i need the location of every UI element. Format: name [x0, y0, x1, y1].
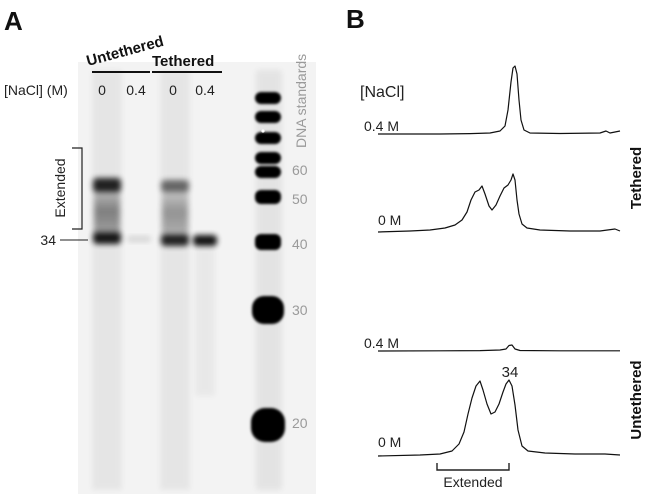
standard-30: 30: [292, 302, 308, 318]
trace-tethered-0.4M: [378, 65, 621, 135]
gel-image: [78, 62, 316, 494]
trace-untethered-0.4M: [377, 344, 620, 352]
trace-2-conc: 0 M: [378, 212, 401, 228]
gel-lane-2-faint-band: [127, 236, 151, 242]
gel-lane-4-34-band: [193, 235, 217, 246]
panel-b-extended-label: Extended: [443, 474, 502, 490]
extended-range-bracket: [436, 463, 510, 471]
gel-lane-1-34-band: [93, 232, 121, 244]
untethered-side-label: Untethered: [628, 360, 645, 439]
panel-b-nacl-label: [NaCl]: [360, 84, 404, 101]
standard-60: 60: [292, 162, 308, 178]
lane-4-conc: 0.4: [195, 82, 215, 98]
trace-untethered-0M: [377, 379, 621, 457]
peak-34-label: 34: [502, 364, 519, 381]
nacl-label: [NaCl] (M): [4, 82, 68, 98]
trace-1-conc: 0.4 M: [364, 118, 399, 134]
tethered-header: Tethered: [152, 53, 214, 70]
standard-20: 20: [292, 415, 308, 431]
gel-lane-3-upper-band: [161, 180, 189, 192]
band-34-label: 34: [40, 232, 56, 248]
gel-lane-3-34-band: [161, 234, 189, 246]
gel-lane-1-streak: [92, 70, 122, 490]
trace-4-conc: 0 M: [378, 434, 401, 450]
lane-3-conc: 0: [169, 82, 177, 98]
tethered-label-group: Tethered: [628, 147, 645, 209]
gel-lane-3-streak: [160, 70, 190, 490]
extended-label: Extended: [52, 158, 68, 217]
trace-tethered-0M: [377, 173, 621, 233]
standard-40: 40: [292, 236, 308, 252]
extended-bracket: [72, 147, 83, 230]
lane-2-conc: 0.4: [126, 82, 146, 98]
panel-a-letter: A: [4, 6, 23, 36]
gel-lane-1-upper-band: [93, 178, 121, 192]
gel-lane-3-extended-smear: [162, 190, 188, 234]
gel-lane-1-extended-smear: [94, 188, 120, 234]
trace-3-conc: 0.4 M: [364, 335, 399, 351]
standard-50: 50: [292, 191, 308, 207]
gel-lane-4-streak: [195, 246, 215, 396]
ladder-speck: [261, 129, 265, 133]
standards-label-group: DNA standards: [293, 54, 309, 148]
tethered-side-label: Tethered: [628, 147, 645, 209]
lane-1-conc: 0: [98, 82, 106, 98]
extended-label-group: Extended: [52, 158, 68, 217]
standards-label: DNA standards: [293, 54, 309, 148]
panel-b-letter: B: [346, 4, 365, 34]
ladder-bands: [251, 92, 285, 442]
untethered-label-group: Untethered: [628, 360, 645, 439]
